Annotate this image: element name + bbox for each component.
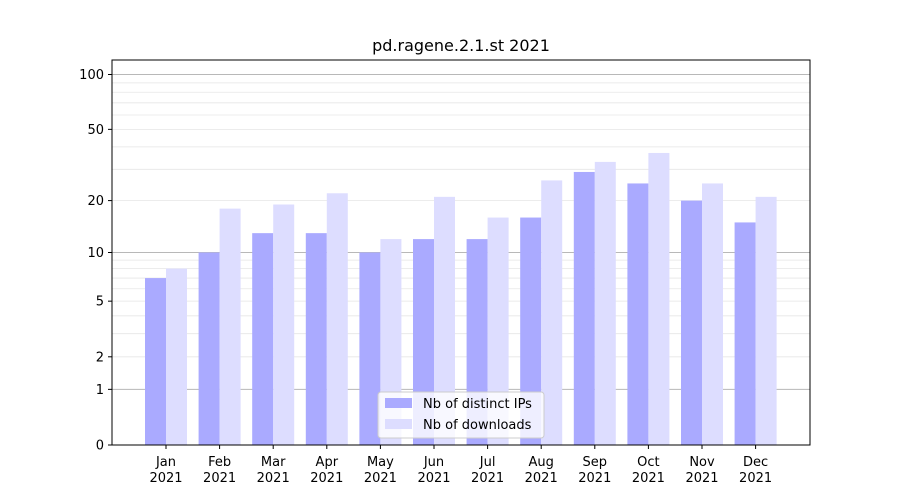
x-tick-label-year: 2021 bbox=[417, 471, 450, 486]
x-tick-label-month: Mar bbox=[261, 455, 286, 470]
bar-distinct-ips-feb bbox=[198, 252, 220, 445]
bar-downloads-aug bbox=[541, 180, 563, 446]
bar-distinct-ips-jan bbox=[145, 278, 166, 445]
legend-swatch-ips bbox=[385, 398, 412, 408]
bar-downloads-apr bbox=[326, 193, 348, 445]
y-tick-label: 100 bbox=[79, 68, 104, 83]
x-tick-label-year: 2021 bbox=[364, 471, 397, 486]
bar-distinct-ips-nov bbox=[681, 200, 702, 445]
legend-box bbox=[377, 391, 545, 439]
x-tick-label-year: 2021 bbox=[310, 471, 343, 486]
y-tick-label: 2 bbox=[96, 350, 104, 365]
y-tick-label: 0 bbox=[96, 439, 104, 454]
y-tick-label: 10 bbox=[87, 246, 104, 261]
bar-distinct-ips-mar bbox=[252, 233, 274, 445]
bar-downloads-dec bbox=[755, 196, 777, 445]
bar-downloads-sep bbox=[594, 161, 616, 445]
x-tick-label-year: 2021 bbox=[257, 471, 290, 486]
x-tick-label-month: Jan bbox=[155, 455, 176, 470]
x-tick-label-year: 2021 bbox=[632, 471, 665, 486]
bar-downloads-jun bbox=[434, 196, 455, 445]
y-tick-label: 20 bbox=[87, 194, 104, 209]
bar-distinct-ips-apr bbox=[305, 233, 327, 445]
legend-swatch-downloads bbox=[385, 419, 412, 429]
x-tick-label-month: Nov bbox=[689, 455, 715, 470]
chart-title: pd.ragene.2.1.st 2021 bbox=[372, 36, 550, 55]
bar-downloads-oct bbox=[648, 152, 670, 445]
bar-distinct-ips-may bbox=[359, 252, 381, 445]
legend-label-downloads: Nb of downloads bbox=[423, 418, 532, 433]
legend-label-ips: Nb of distinct IPs bbox=[423, 397, 532, 412]
bar-downloads-feb bbox=[219, 208, 241, 445]
x-tick-label-month: Sep bbox=[583, 455, 608, 470]
bar-downloads-jan bbox=[166, 268, 187, 445]
bar-distinct-ips-dec bbox=[734, 222, 756, 445]
x-tick-label-month: Dec bbox=[743, 455, 768, 470]
x-tick-label-year: 2021 bbox=[525, 471, 558, 486]
bar-distinct-ips-sep bbox=[573, 171, 595, 445]
y-tick-label: 1 bbox=[96, 383, 104, 398]
y-tick-label: 5 bbox=[96, 295, 104, 310]
x-axis: Jan2021Feb2021Mar2021Apr2021May2021Jun20… bbox=[149, 445, 772, 486]
bar-downloads-mar bbox=[273, 204, 295, 445]
x-tick-label-month: Oct bbox=[637, 455, 659, 470]
x-tick-label-year: 2021 bbox=[685, 471, 718, 486]
bars bbox=[145, 152, 777, 446]
x-tick-label-month: Apr bbox=[316, 455, 339, 470]
x-tick-label-year: 2021 bbox=[149, 471, 182, 486]
y-tick-label: 50 bbox=[87, 123, 104, 138]
x-tick-label-month: Jun bbox=[423, 455, 444, 470]
x-tick-label-year: 2021 bbox=[203, 471, 236, 486]
x-tick-label-year: 2021 bbox=[471, 471, 504, 486]
x-tick-label-month: Aug bbox=[529, 455, 554, 470]
x-tick-label-year: 2021 bbox=[578, 471, 611, 486]
x-tick-label-month: May bbox=[367, 455, 394, 470]
x-tick-label-month: Jul bbox=[479, 455, 496, 470]
x-tick-label-month: Feb bbox=[208, 455, 231, 470]
y-axis: 0 1 2 5 10 20 50 100 bbox=[79, 68, 112, 454]
legend: Nb of distinct IPs Nb of downloads bbox=[377, 391, 545, 439]
x-tick-label-year: 2021 bbox=[739, 471, 772, 486]
bar-downloads-jul bbox=[487, 217, 509, 445]
bar-downloads-nov bbox=[702, 183, 723, 445]
bar-distinct-ips-oct bbox=[627, 183, 649, 445]
bar-distinct-ips-aug bbox=[520, 217, 542, 445]
